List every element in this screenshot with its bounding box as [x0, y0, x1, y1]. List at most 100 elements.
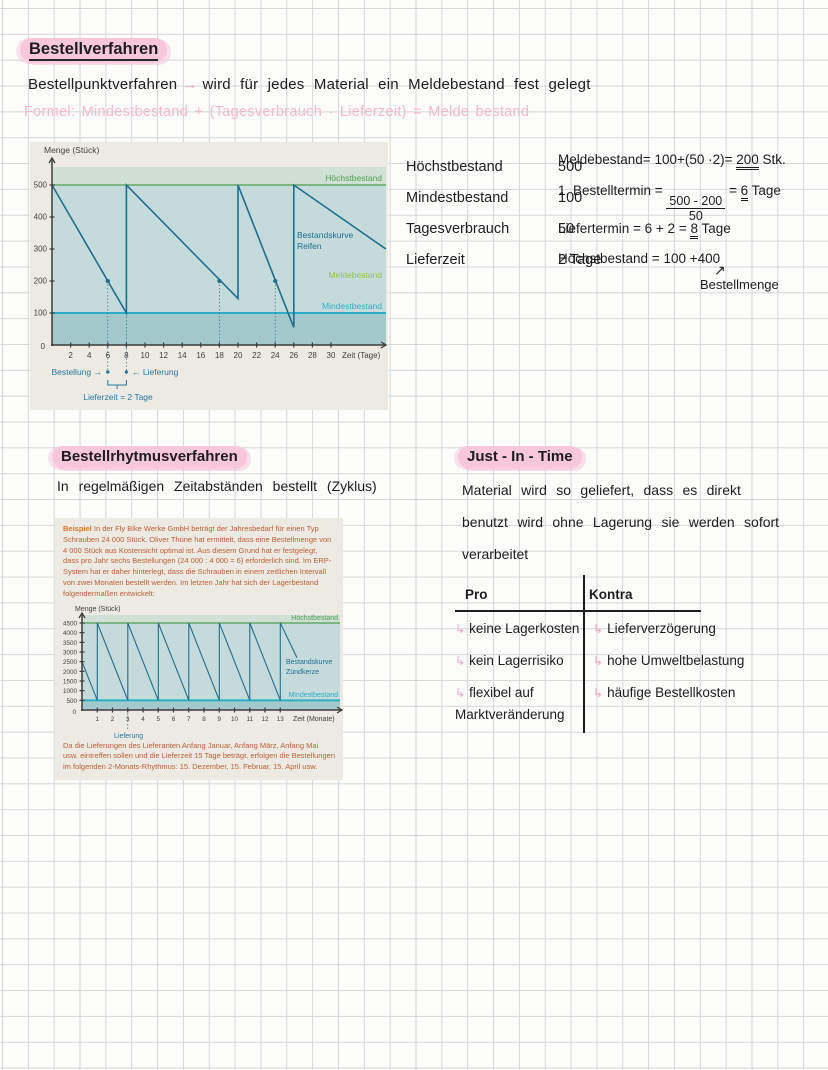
svg-text:Höchstbestand: Höchstbestand: [325, 173, 382, 183]
svg-text:Meldebestand: Meldebestand: [329, 270, 383, 280]
fraction: 500 - 200 50: [666, 194, 726, 224]
kontra-item: ↳ hohe Umweltbelastung: [593, 653, 745, 668]
svg-text:14: 14: [178, 351, 187, 360]
kontra-item: ↳ Lieferverzögerung: [593, 621, 716, 636]
svg-text:Menge (Stück): Menge (Stück): [44, 145, 99, 155]
beispiel-label: Beispiel: [63, 524, 92, 533]
svg-text:18: 18: [215, 351, 224, 360]
meldebestand-formula: Formel: Mindestbestand + (Tagesverbrauch…: [24, 104, 530, 120]
param-tagesverbrauch: Tagesverbrauch 50: [406, 221, 575, 237]
page-title: Bestellverfahren: [20, 38, 168, 62]
table-vertical-line: [583, 575, 585, 733]
svg-text:Menge (Stück): Menge (Stück): [75, 606, 121, 613]
pro-item: ↳ flexibel auf Marktveränderung: [455, 685, 565, 722]
kontra-item: ↳ häufige Bestellkosten: [593, 685, 736, 700]
svg-text:Bestandskurve: Bestandskurve: [297, 230, 353, 240]
svg-text:6: 6: [172, 716, 176, 723]
svg-text:22: 22: [252, 351, 261, 360]
svg-text:Reifen: Reifen: [297, 241, 322, 251]
arrow-bullet-icon: ↳: [593, 622, 604, 636]
arrow-right-icon: →: [182, 76, 198, 93]
arrow-bullet-icon: ↳: [455, 622, 466, 636]
calc-liefertermin: Liefertermin = 6 + 2 = 8 Tage: [558, 221, 731, 239]
svg-text:Zeit (Tage): Zeit (Tage): [342, 351, 381, 360]
calc-meldebestand: Meldebestand= 100+(50 ·2)= 200 Stk.: [558, 152, 786, 170]
svg-text:Mindestbestand: Mindestbestand: [322, 301, 382, 311]
table-horizontal-line: [455, 610, 701, 612]
svg-text:Zeit (Monate): Zeit (Monate): [293, 716, 335, 723]
param-hoechstbestand: Höchstbestand 500: [406, 159, 583, 175]
svg-text:2500: 2500: [63, 659, 78, 666]
arrow-up-right-icon: ↗: [714, 262, 726, 278]
svg-text:2000: 2000: [63, 668, 78, 675]
svg-text:100: 100: [34, 309, 48, 318]
svg-text:Lieferung: Lieferung: [114, 733, 143, 740]
svg-text:5: 5: [156, 716, 160, 723]
arrow-bullet-icon: ↳: [455, 654, 466, 668]
svg-text:13: 13: [277, 716, 285, 723]
svg-text:Mindestbestand: Mindestbestand: [289, 692, 339, 699]
calc-hoechstbestand: Höchstbestand = 100 +400: [558, 251, 721, 266]
arrow-bullet-icon: ↳: [593, 686, 604, 700]
svg-text:Lieferzeit = 2 Tage: Lieferzeit = 2 Tage: [83, 392, 153, 402]
svg-text:4500: 4500: [63, 620, 78, 627]
pro-item: ↳ keine Lagerkosten: [455, 621, 580, 636]
arrow-bullet-icon: ↳: [593, 654, 604, 668]
textbook-bottom-text: Da die Lieferungen des Lieferanten Anfan…: [63, 740, 335, 772]
section-jit-title: Just - In - Time: [458, 446, 582, 468]
svg-text:200: 200: [34, 277, 48, 286]
svg-text:28: 28: [308, 351, 317, 360]
svg-text:2: 2: [111, 716, 115, 723]
svg-text:10: 10: [231, 716, 239, 723]
svg-text:300: 300: [34, 245, 48, 254]
svg-text:1: 1: [95, 716, 99, 723]
pro-kontra-table: Pro Kontra ↳ keine Lagerkosten ↳ kein Lage…: [455, 575, 767, 737]
svg-text:9: 9: [217, 716, 221, 723]
jit-definition: Material wird so geliefert, dass es dire…: [462, 482, 780, 562]
svg-text:2: 2: [68, 351, 73, 360]
svg-text:4: 4: [87, 351, 92, 360]
svg-text:← Lieferung: ← Lieferung: [132, 367, 179, 377]
svg-text:24: 24: [271, 351, 280, 360]
svg-text:1500: 1500: [63, 678, 78, 685]
calc-bestelltermin-result: 6: [740, 183, 749, 201]
pro-header: Pro: [465, 587, 488, 602]
svg-text:500: 500: [66, 697, 77, 704]
svg-text:3: 3: [126, 716, 130, 723]
calc-meldebestand-result: 200: [736, 152, 759, 170]
svg-text:500: 500: [34, 181, 48, 190]
textbook-example: Beispiel In der Fly Bike Werke GmbH betr…: [55, 518, 343, 780]
svg-text:3000: 3000: [63, 649, 78, 656]
svg-text:10: 10: [141, 351, 150, 360]
calc-bestelltermin: 1. Bestelltermin = 500 - 200 50 = 6 Tage: [558, 183, 781, 224]
param-mindestbestand: Mindestbestand 100: [406, 190, 583, 206]
section-bestellrhythmus-title: Bestellrhytmusverfahren: [52, 446, 247, 468]
textbook-example-text: Beispiel In der Fly Bike Werke GmbH betr…: [63, 524, 332, 598]
bestellrhythmus-definition: In regelmäßigen Zeitabständen bestellt (…: [57, 478, 377, 494]
svg-text:7: 7: [187, 716, 191, 723]
svg-text:Höchstbestand: Höchstbestand: [291, 615, 338, 622]
arrow-bullet-icon: ↳: [455, 686, 466, 700]
svg-text:0: 0: [72, 709, 76, 716]
chart-parameter-list: Höchstbestand 500 Mindestbestand 100 Tages…: [406, 157, 601, 281]
svg-text:8: 8: [202, 716, 206, 723]
pro-item: ↳ kein Lagerrisiko: [455, 653, 564, 668]
svg-text:30: 30: [327, 351, 336, 360]
svg-text:12: 12: [261, 716, 269, 723]
svg-text:Zündkerze: Zündkerze: [286, 669, 319, 676]
param-lieferzeit: Lieferzeit 2 Tage: [406, 252, 602, 268]
svg-text:4000: 4000: [63, 630, 78, 637]
bestellpunkt-rest: wird für jedes Material ein Meldebestand…: [202, 76, 591, 93]
bestellpunkt-term: Bestellpunktverfahren: [28, 76, 178, 93]
svg-text:400: 400: [34, 213, 48, 222]
bestellrhythmus-chart: 1 2 3 4 5 6 7 8 9 10 11 12 1350010001500200025003000…: [55, 601, 343, 740]
svg-text:6: 6: [106, 351, 111, 360]
svg-text:Bestellung →: Bestellung →: [51, 367, 102, 377]
kontra-header: Kontra: [589, 587, 633, 602]
svg-text:Bestandskurve: Bestandskurve: [286, 659, 332, 666]
bestellmenge-label: Bestellmenge: [700, 277, 779, 292]
svg-text:11: 11: [246, 716, 253, 723]
svg-text:3500: 3500: [63, 639, 78, 646]
kontra-column: ↳ Lieferverzögerung ↳ hohe Umweltbelastung…: [593, 618, 765, 714]
